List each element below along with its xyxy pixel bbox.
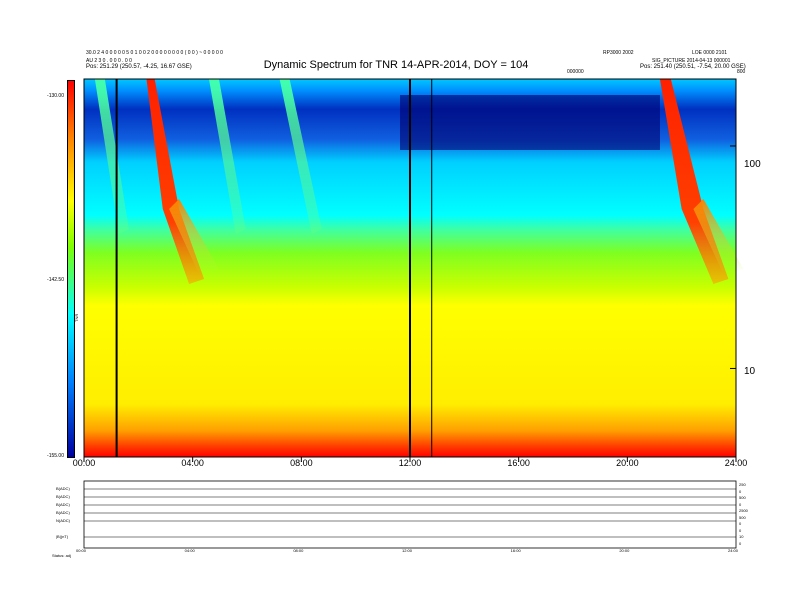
subpanel-right-label: 0 [739, 488, 742, 494]
header-right-top-a: RP3000 2002 [603, 50, 634, 56]
burst-3 [279, 79, 322, 234]
subpanel-right-label: 500 [739, 514, 746, 520]
x-tick-label: 24:00 [724, 458, 748, 468]
subpanel-x-tick: 24:00 [728, 548, 739, 553]
header-corner-label: 800 [737, 69, 746, 75]
subpanel-right-label: 0 [739, 527, 742, 533]
subpanel-right-label: 0 [739, 501, 742, 507]
subpanel-x-tick: 00:00 [76, 548, 87, 553]
colorbar-tick-top: -130.00 [47, 93, 64, 99]
subpanel-x-tick: 08:00 [293, 548, 304, 553]
header-mid-label: 000000 [567, 69, 584, 75]
subpanel-right-label: 500 [739, 495, 746, 500]
x-tick-label: 12:00 [398, 458, 422, 468]
x-tick-label: 20:00 [616, 458, 639, 468]
header-left-line2: AU 2 3 0 . 0 0 0 . 0 0 [86, 58, 132, 64]
subpanel-footer: Status: adj [52, 553, 71, 558]
subpanel-x-tick: 20:00 [619, 548, 630, 553]
header-right-top-b: LOE 0000 2101 [692, 50, 728, 56]
subpanel-label: N(ADC) [56, 518, 70, 523]
x-tick-label: 00:00 [72, 458, 96, 468]
burst-2 [208, 79, 246, 234]
header-left-line3: Pos: 251.29 (250.57, -4.25, 16.67 GSE) [86, 64, 192, 70]
x-tick-label: 04:00 [181, 458, 204, 468]
x-tick-label: 08:00 [290, 458, 313, 468]
subpanel-right-label: 2500 [739, 508, 748, 513]
subpanel-label: B(ADC) [56, 486, 70, 491]
burst-tail-0 [169, 199, 220, 274]
x-tick-label: 16:00 [507, 458, 530, 468]
subpanel-x-tick: 04:00 [184, 548, 195, 553]
subpanel-right-label: 0 [739, 521, 742, 526]
dark-band [400, 95, 660, 150]
subpanel-frame [83, 480, 737, 549]
subpanel-label: |B|(nT) [56, 534, 69, 539]
header-right-line2: SIG_PICTURE 2014-04-13 000001 [652, 58, 731, 64]
subpanel-label: B(ADC) [56, 502, 70, 507]
y-tick-100: 100 [744, 159, 761, 170]
subpanel-right-label: 250 [739, 482, 746, 487]
burst-1 [94, 79, 129, 234]
header-right-line3: Pos: 251.40 (250.51, -7.54, 20.00 GSE) [640, 64, 746, 70]
burst-0 [146, 79, 205, 284]
subpanel-right-label: 10 [739, 534, 744, 539]
colorbar-tick-bottom: -155.00 [47, 453, 64, 459]
subpanel-label: B(ADC) [56, 510, 70, 515]
subpanel-x-tick: 12:00 [402, 548, 413, 553]
header-left-line1: 30.0 2 4 0 0 0 0 0 5 0 1 0 0 2 0 0 0 0 0… [86, 50, 223, 56]
chart-title: Dynamic Spectrum for TNR 14-APR-2014, DO… [263, 59, 529, 71]
burst-tail-4 [693, 199, 744, 274]
colorbar-tick-mid: -142.50 [47, 277, 64, 283]
subpanel-x-tick: 16:00 [510, 548, 521, 553]
colorbar [67, 80, 75, 458]
subpanel-label: B(ADC) [56, 494, 70, 499]
y-tick-10: 10 [744, 366, 756, 377]
subpanel-right-label: 0 [739, 540, 742, 546]
